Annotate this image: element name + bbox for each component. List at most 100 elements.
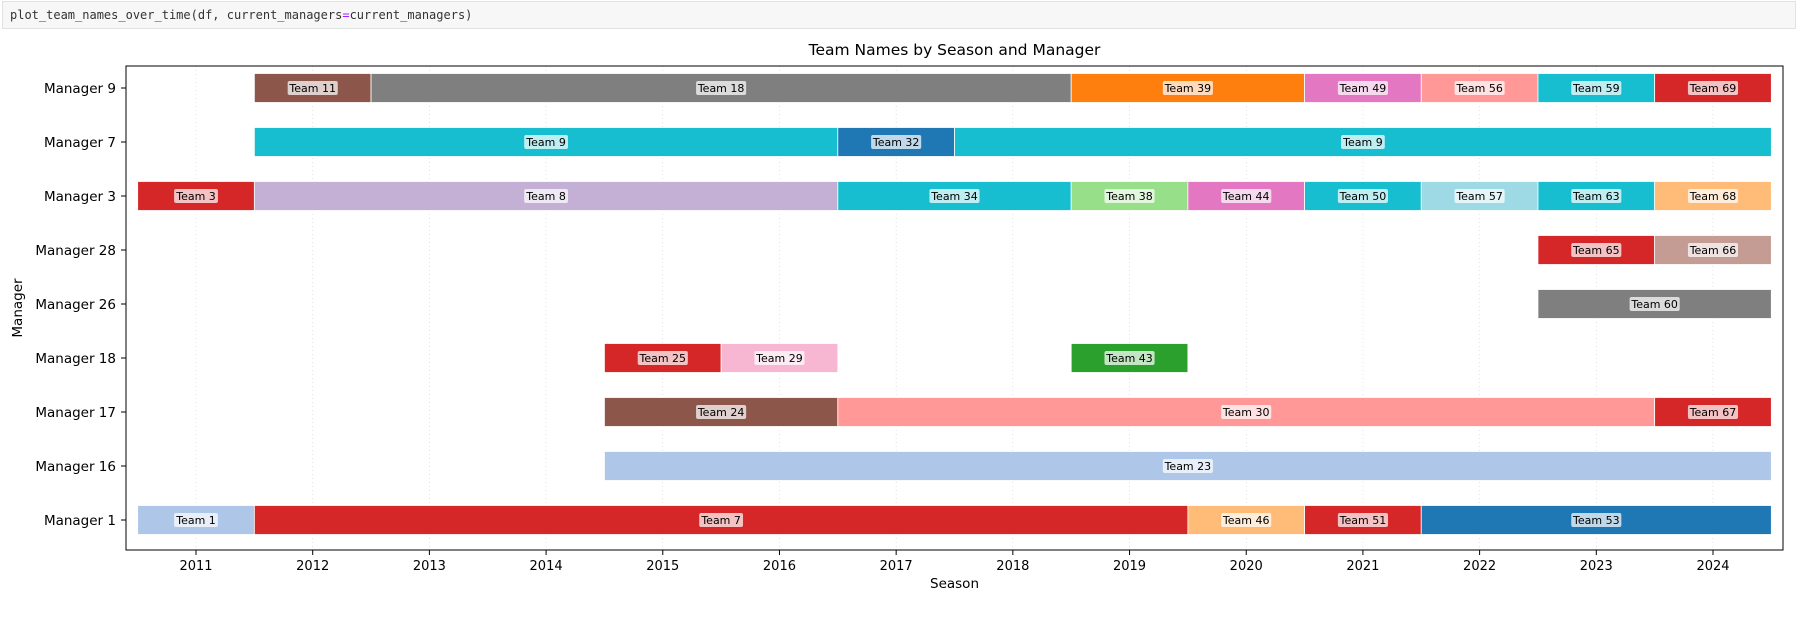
bar-label-box-2 bbox=[1162, 81, 1213, 95]
bar-label-text-20: Team 66 bbox=[1689, 244, 1737, 257]
bar-manager-9-team-59-5 bbox=[1537, 73, 1656, 103]
y-tick-label-manager-17: Manager 17 bbox=[35, 405, 116, 421]
bar-label-team-44-14: Team 44 bbox=[1221, 189, 1272, 203]
team-timeline-chart: Team 11 Team 18 Team 39 Team 49 Team 56 Team … bbox=[10, 41, 1784, 592]
bar-label-box-0 bbox=[287, 81, 338, 95]
y-axis-ticks: Manager 1 Manager 16 Manager 17 Manager 18 M… bbox=[35, 81, 126, 529]
bar-label-box-23 bbox=[754, 351, 805, 365]
bar-labels: Team 11 Team 18 Team 39 Team 49 Team 56 Team … bbox=[174, 81, 1739, 527]
y-tick-label-manager-7: Manager 7 bbox=[44, 135, 116, 151]
bar-label-box-9 bbox=[1341, 135, 1385, 149]
bar-label-box-20 bbox=[1687, 243, 1739, 257]
bar-label-text-29: Team 1 bbox=[175, 514, 216, 527]
bar-label-text-15: Team 50 bbox=[1339, 190, 1387, 203]
bar-label-text-6: Team 69 bbox=[1689, 82, 1737, 95]
bars bbox=[137, 73, 1772, 535]
bar-label-text-27: Team 67 bbox=[1689, 406, 1737, 419]
bar-label-box-13 bbox=[1104, 189, 1155, 203]
bar-label-box-6 bbox=[1687, 81, 1739, 95]
bar-label-box-15 bbox=[1337, 189, 1388, 203]
x-tick-label-2024: 2024 bbox=[1696, 559, 1729, 574]
x-tick-label-2013: 2013 bbox=[413, 559, 446, 574]
x-tick-label-2018: 2018 bbox=[996, 559, 1029, 574]
bar-label-box-30 bbox=[699, 513, 744, 527]
y-tick-label-manager-28: Manager 28 bbox=[35, 243, 116, 259]
bar-label-text-32: Team 51 bbox=[1339, 514, 1387, 527]
bar-label-team-3-10: Team 3 bbox=[174, 189, 218, 203]
bar-label-text-5: Team 59 bbox=[1572, 82, 1620, 95]
x-tick-label-2016: 2016 bbox=[763, 559, 796, 574]
code-prefix: plot_team_names_over_time(df, current_ma… bbox=[10, 8, 343, 22]
bar-label-text-3: Team 49 bbox=[1339, 82, 1387, 95]
bar-label-team-43-24: Team 43 bbox=[1104, 351, 1155, 365]
bar-label-box-24 bbox=[1104, 351, 1155, 365]
bar-label-box-31 bbox=[1221, 513, 1272, 527]
bar-label-box-10 bbox=[174, 189, 218, 203]
code-line: plot_team_names_over_time(df, current_ma… bbox=[10, 8, 472, 22]
x-tick-label-2023: 2023 bbox=[1580, 559, 1613, 574]
bar-label-team-30-26: Team 30 bbox=[1221, 405, 1272, 419]
bar-label-team-25-22: Team 25 bbox=[637, 351, 688, 365]
x-tick-label-2014: 2014 bbox=[530, 559, 563, 574]
bar-label-box-11 bbox=[524, 189, 568, 203]
bar-label-box-17 bbox=[1571, 189, 1622, 203]
bar-label-team-9-7: Team 9 bbox=[524, 135, 568, 149]
bar-label-text-18: Team 68 bbox=[1689, 190, 1737, 203]
y-tick-label-manager-26: Manager 26 bbox=[35, 297, 116, 313]
code-operator: = bbox=[342, 8, 350, 22]
bar-label-box-1 bbox=[696, 81, 747, 95]
bar-label-text-7: Team 9 bbox=[525, 136, 566, 149]
bar-label-text-26: Team 30 bbox=[1222, 406, 1270, 419]
x-tick-label-2011: 2011 bbox=[179, 559, 212, 574]
bar-label-team-18-1: Team 18 bbox=[696, 81, 747, 95]
y-axis-label: Manager bbox=[10, 278, 26, 338]
bar-label-team-50-15: Team 50 bbox=[1337, 189, 1388, 203]
bar-label-team-9-9: Team 9 bbox=[1341, 135, 1385, 149]
bar-label-text-1: Team 18 bbox=[697, 82, 745, 95]
bar-label-team-51-32: Team 51 bbox=[1337, 513, 1388, 527]
bar-label-text-25: Team 24 bbox=[697, 406, 745, 419]
x-tick-label-2017: 2017 bbox=[880, 559, 913, 574]
bar-label-text-33: Team 53 bbox=[1572, 514, 1620, 527]
bar-label-text-17: Team 63 bbox=[1572, 190, 1620, 203]
y-tick-label-manager-1: Manager 1 bbox=[44, 513, 116, 529]
bar-label-text-4: Team 56 bbox=[1455, 82, 1503, 95]
x-tick-label-2021: 2021 bbox=[1346, 559, 1379, 574]
bar-label-text-9: Team 9 bbox=[1342, 136, 1383, 149]
x-tick-label-2019: 2019 bbox=[1113, 559, 1146, 574]
bar-label-team-1-29: Team 1 bbox=[174, 513, 218, 527]
bar-label-box-4 bbox=[1454, 81, 1505, 95]
x-axis-label: Season bbox=[930, 576, 979, 592]
bar-label-text-12: Team 34 bbox=[930, 190, 978, 203]
bar-label-text-11: Team 8 bbox=[525, 190, 566, 203]
bar-label-team-66-20: Team 66 bbox=[1687, 243, 1739, 257]
bar-label-team-29-23: Team 29 bbox=[754, 351, 805, 365]
code-cell[interactable]: plot_team_names_over_time(df, current_ma… bbox=[2, 1, 1796, 29]
bar-label-team-49-3: Team 49 bbox=[1337, 81, 1388, 95]
bar-label-team-39-2: Team 39 bbox=[1162, 81, 1213, 95]
x-tick-label-2022: 2022 bbox=[1463, 559, 1496, 574]
bar-label-text-22: Team 25 bbox=[638, 352, 686, 365]
bar-label-box-28 bbox=[1162, 459, 1213, 473]
bar-label-box-32 bbox=[1337, 513, 1388, 527]
y-tick-label-manager-16: Manager 16 bbox=[35, 459, 116, 475]
bar-label-team-23-28: Team 23 bbox=[1162, 459, 1213, 473]
bar-label-box-25 bbox=[696, 405, 747, 419]
bar-label-text-10: Team 3 bbox=[175, 190, 216, 203]
x-tick-label-2020: 2020 bbox=[1230, 559, 1263, 574]
y-tick-label-manager-18: Manager 18 bbox=[35, 351, 116, 367]
bar-label-text-30: Team 7 bbox=[700, 514, 741, 527]
bar-label-text-14: Team 44 bbox=[1222, 190, 1270, 203]
bar-label-team-68-18: Team 68 bbox=[1687, 189, 1739, 203]
bar-label-text-28: Team 23 bbox=[1164, 460, 1212, 473]
bar-label-box-21 bbox=[1629, 297, 1680, 311]
bar-label-team-63-17: Team 63 bbox=[1571, 189, 1622, 203]
bar-label-box-16 bbox=[1454, 189, 1505, 203]
bar-label-box-8 bbox=[871, 135, 922, 149]
bar-label-box-3 bbox=[1337, 81, 1388, 95]
bar-label-text-16: Team 57 bbox=[1455, 190, 1503, 203]
bar-label-box-14 bbox=[1221, 189, 1272, 203]
bar-label-team-69-6: Team 69 bbox=[1687, 81, 1739, 95]
bar-manager-3-team-38-13 bbox=[1070, 181, 1189, 211]
bar-label-text-0: Team 11 bbox=[288, 82, 336, 95]
